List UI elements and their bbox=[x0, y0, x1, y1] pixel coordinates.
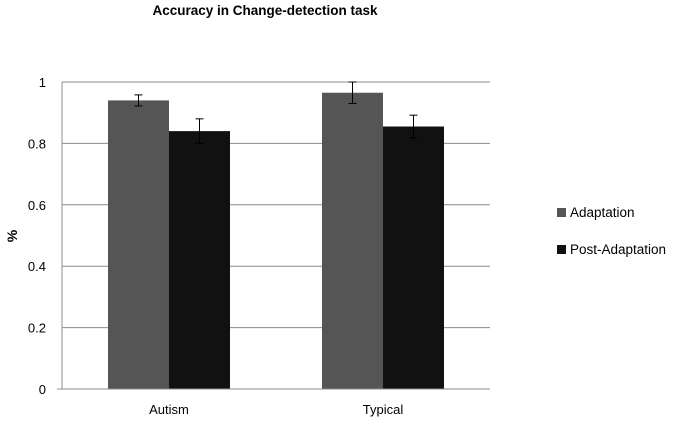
x-tick-labels: Autism Typical bbox=[149, 402, 403, 417]
y-tick-labels: 0 0.2 0.4 0.6 0.8 1 bbox=[28, 75, 46, 397]
legend-label: Post-Adaptation bbox=[570, 242, 666, 257]
bar-adaptation-autism bbox=[108, 100, 169, 390]
legend-swatch-adaptation bbox=[557, 208, 566, 217]
bar-post-adaptation-typical bbox=[383, 126, 444, 389]
bar-post-adaptation-autism bbox=[169, 131, 230, 389]
legend: Adaptation Post-Adaptation bbox=[557, 205, 666, 257]
y-axis-label: % bbox=[4, 229, 20, 242]
x-tick-label: Typical bbox=[363, 402, 404, 417]
bar-adaptation-typical bbox=[322, 92, 383, 390]
y-tick-label: 1 bbox=[39, 75, 46, 90]
legend-swatch-post-adaptation bbox=[557, 245, 566, 254]
axes bbox=[57, 82, 490, 390]
legend-label: Adaptation bbox=[570, 205, 635, 220]
y-tick-label: 0.2 bbox=[28, 321, 46, 336]
y-tick-label: 0 bbox=[39, 382, 46, 397]
y-tick-label: 0.6 bbox=[28, 198, 46, 213]
y-tick-label: 0.4 bbox=[28, 259, 46, 274]
y-tick-label: 0.8 bbox=[28, 136, 46, 151]
error-bars bbox=[134, 81, 418, 144]
x-tick-label: Autism bbox=[149, 402, 189, 417]
bars bbox=[108, 92, 444, 390]
chart-title: Accuracy in Change-detection task bbox=[152, 3, 378, 18]
